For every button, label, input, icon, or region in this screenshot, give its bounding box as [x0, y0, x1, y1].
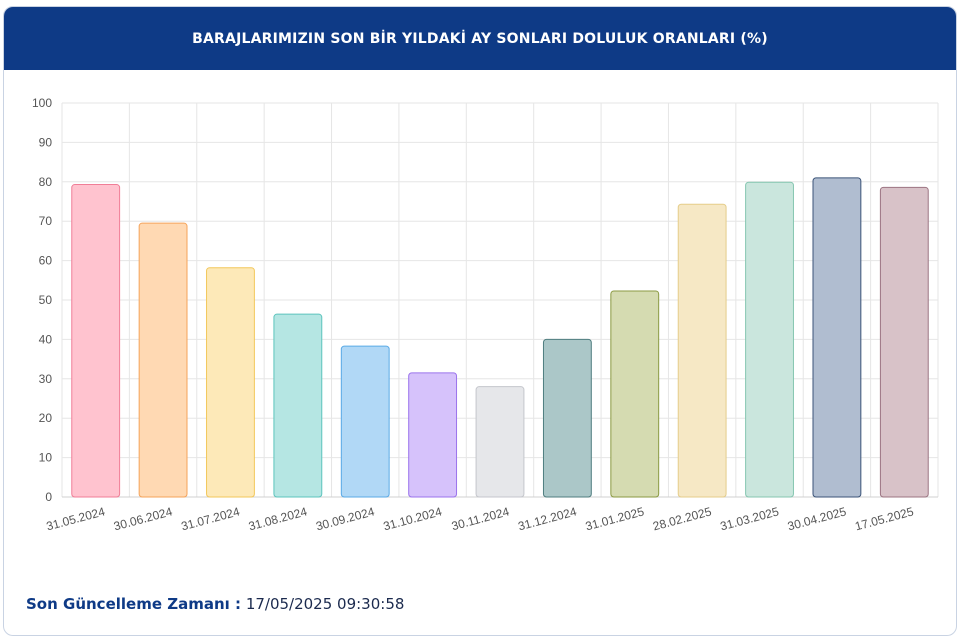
bar-30.06.2024: [138, 222, 188, 498]
bar-30.11.2024: [475, 386, 525, 498]
x-tick-label: 31.05.2024: [45, 504, 107, 533]
x-tick-label: 31.01.2025: [584, 504, 646, 533]
y-tick-label: 100: [32, 96, 52, 110]
y-tick-label: 60: [39, 254, 53, 268]
bar-31.01.2025: [610, 290, 660, 498]
x-tick-label: 30.11.2024: [450, 504, 511, 533]
y-tick-label: 0: [45, 490, 52, 504]
bar-31.08.2024: [273, 313, 323, 498]
x-tick-label: 28.02.2025: [651, 504, 713, 533]
bar-30.09.2024: [340, 345, 390, 498]
bar-31.07.2024: [206, 267, 255, 498]
x-tick-label: 31.12.2024: [517, 504, 579, 533]
x-tick-label: 30.09.2024: [314, 504, 376, 533]
y-tick-label: 30: [39, 372, 53, 386]
bar-17.05.2025: [879, 186, 929, 498]
last-update-label: Son Güncelleme Zamanı :: [26, 595, 242, 613]
x-tick-label: 30.04.2025: [786, 504, 848, 533]
x-tick-label: 31.10.2024: [382, 504, 444, 533]
y-tick-label: 90: [39, 135, 53, 149]
bar-31.12.2024: [542, 338, 592, 498]
y-tick-label: 50: [39, 293, 53, 307]
y-tick-label: 80: [39, 175, 53, 189]
bar-31.05.2024: [71, 184, 121, 498]
last-update: Son Güncelleme Zamanı : 17/05/2025 09:30…: [26, 595, 404, 613]
bar-28.02.2025: [677, 203, 727, 498]
chart-header: BARAJLARIMIZIN SON BİR YILDAKİ AY SONLAR…: [4, 7, 956, 70]
chart-title: BARAJLARIMIZIN SON BİR YILDAKİ AY SONLAR…: [192, 30, 768, 47]
bar-30.04.2025: [812, 177, 862, 498]
y-tick-label: 70: [39, 214, 53, 228]
x-tick-label: 31.03.2025: [719, 504, 781, 533]
x-tick-label: 31.08.2024: [247, 504, 309, 533]
y-tick-label: 40: [39, 332, 53, 346]
x-tick-label: 30.06.2024: [112, 504, 174, 533]
y-tick-label: 10: [39, 451, 53, 465]
x-tick-label: 31.07.2024: [180, 504, 242, 533]
last-update-value: 17/05/2025 09:30:58: [245, 595, 405, 613]
bar-31.03.2025: [745, 181, 794, 498]
bar-31.10.2024: [408, 372, 458, 498]
x-tick-label: 17.05.2025: [853, 504, 915, 533]
chart-card: BARAJLARIMIZIN SON BİR YILDAKİ AY SONLAR…: [3, 6, 957, 636]
y-tick-label: 20: [39, 411, 53, 425]
bar-chart: 0 10 20 30 40 50 60 70 80 90 100 31.05.2024 30.06.20…: [32, 96, 939, 533]
